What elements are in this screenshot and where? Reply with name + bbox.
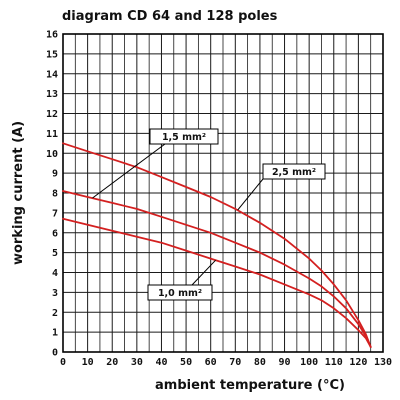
y-tick-label: 3 bbox=[52, 288, 58, 299]
callout-label: 1,0 mm² bbox=[158, 288, 202, 299]
axis-ticks: 0 10 20 30 40 50 60 70 80 90 100 110 120 130012345678… bbox=[46, 30, 392, 369]
callout-box bbox=[262, 163, 326, 180]
x-tick-label: 130 bbox=[374, 357, 392, 368]
x-tick-label: 50 bbox=[180, 357, 192, 368]
y-tick-label: 1 bbox=[52, 328, 58, 339]
series-lines bbox=[62, 142, 372, 348]
series-callouts: 1,5 mm² 2,5 mm² 1,0 mm² bbox=[92, 128, 326, 301]
x-tick-label: 110 bbox=[325, 357, 343, 368]
series-line bbox=[62, 217, 372, 348]
y-tick-label: 5 bbox=[52, 248, 58, 259]
callout-leader-line bbox=[237, 178, 264, 211]
y-tick-label: 7 bbox=[52, 208, 58, 219]
y-tick-label: 12 bbox=[46, 109, 58, 120]
y-tick-label: 10 bbox=[46, 149, 58, 160]
x-tick-label: 80 bbox=[254, 357, 266, 368]
chart-title: diagram CD 64 and 128 poles bbox=[62, 9, 278, 24]
callout-box bbox=[147, 284, 213, 301]
chart-grid bbox=[62, 33, 384, 353]
x-tick-label: 90 bbox=[279, 357, 291, 368]
y-tick-label: 6 bbox=[52, 228, 58, 239]
x-axis-label: ambient temperature (°C) bbox=[155, 378, 345, 393]
y-tick-label: 14 bbox=[46, 69, 58, 80]
callout-label: 2,5 mm² bbox=[272, 167, 316, 178]
series-callout: 1,5 mm² bbox=[92, 128, 219, 199]
x-tick-label: 40 bbox=[155, 357, 167, 368]
y-tick-label: 11 bbox=[46, 129, 58, 140]
y-tick-label: 4 bbox=[52, 268, 58, 279]
y-tick-label: 15 bbox=[46, 49, 58, 60]
x-tick-label: 20 bbox=[106, 357, 118, 368]
x-tick-label: 30 bbox=[131, 357, 143, 368]
x-tick-label: 70 bbox=[229, 357, 241, 368]
y-axis-label: working current (A) bbox=[11, 121, 26, 265]
y-tick-label: 8 bbox=[52, 189, 58, 200]
callout-box bbox=[149, 128, 219, 145]
series-line bbox=[62, 142, 372, 348]
x-tick-label: 0 bbox=[60, 357, 66, 368]
plot-frame bbox=[62, 33, 384, 353]
y-tick-label: 9 bbox=[52, 169, 58, 180]
x-tick-label: 100 bbox=[300, 357, 318, 368]
y-tick-label: 13 bbox=[46, 89, 58, 100]
x-tick-label: 10 bbox=[82, 357, 94, 368]
callout-leader-line bbox=[92, 143, 166, 199]
y-tick-label: 0 bbox=[52, 348, 58, 359]
series-callout: 2,5 mm² bbox=[237, 163, 326, 211]
x-tick-label: 60 bbox=[205, 357, 217, 368]
x-tick-label: 120 bbox=[349, 357, 367, 368]
series-line bbox=[62, 190, 372, 348]
y-tick-label: 2 bbox=[52, 308, 58, 319]
callout-label: 1,5 mm² bbox=[162, 132, 206, 143]
y-tick-label: 16 bbox=[46, 30, 58, 41]
series-callout: 1,0 mm² bbox=[147, 259, 216, 301]
callout-leader-line bbox=[191, 259, 216, 286]
